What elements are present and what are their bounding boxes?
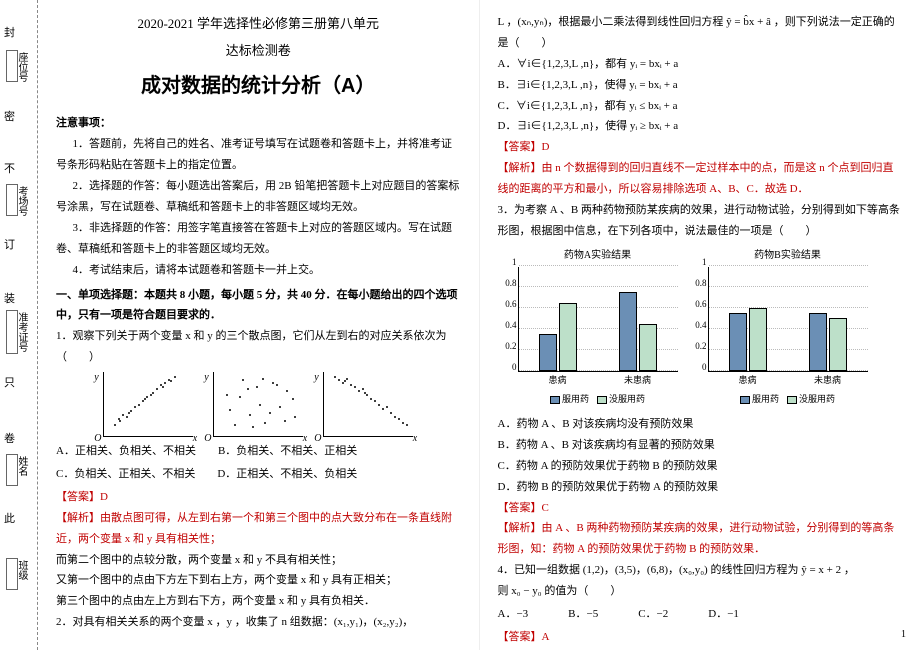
part1-heading: 一、单项选择题：本题共 8 小题，每小题 5 分，共 40 分．在每小题给出的四… — [56, 285, 461, 327]
chart-b-title: 药物B实验结果 — [708, 246, 868, 265]
legend-notused-b: 没服用药 — [799, 394, 835, 404]
chart-a-legend: 服用药 没服用药 — [518, 391, 678, 408]
chart-a-title: 药物A实验结果 — [518, 246, 678, 265]
binding-dash-6: 卷 — [4, 430, 15, 446]
binding-dash-5: 只 — [4, 374, 15, 390]
q2-opt-a: A．∀i∈{1,2,3,L ,n}，都有 yᵢ = bxᵢ + a — [498, 54, 903, 75]
q1-opt-b: B．负相关、不相关、正相关 — [218, 441, 357, 462]
binding-dash-3: 订 — [4, 236, 15, 252]
q3-exp: 【解析】由 A 、B 两种药物预防某疾病的效果，进行动物试验，分别得到的等高条形… — [498, 522, 895, 555]
q2-cont: L ，(xₙ,yₙ)，根据最小二乘法得到线性回归方程 ŷ = b̂x + â ，… — [498, 12, 903, 54]
q1-answer: 【答案】D — [56, 487, 461, 508]
chart-b-x1: 未患病 — [788, 372, 868, 389]
q1-opt-d: D．正相关、不相关、负相关 — [217, 464, 357, 485]
q4-text-b: 则 x₀ − y₀ 的值为（ ） — [498, 581, 903, 602]
q2-opt-d: D．∃i∈{1,2,3,L ,n}，使得 yᵢ ≥ bxᵢ + a — [498, 116, 903, 137]
q4-options: A．−3 B．−5 C．−2 D．−1 — [498, 604, 903, 625]
q1-options-2: C．负相关、正相关、不相关 D．正相关、不相关、负相关 — [56, 464, 461, 485]
chart-a-box: 药物A实验结果 00.20.40.60.81 患病未患病 服用药 没服用药 — [518, 246, 678, 408]
q1-opt-c: C．负相关、正相关、不相关 — [56, 464, 195, 485]
title-line1: 2020-2021 学年选择性必修第三册第八单元 — [56, 12, 461, 37]
notice-heading: 注意事项： — [56, 113, 461, 134]
scatter-1: yOx — [103, 372, 193, 437]
binding-dash-7: 此 — [4, 510, 15, 526]
binding-dash-0: 封 — [4, 24, 15, 40]
binding-box-1 — [6, 184, 18, 216]
column-right: L ，(xₙ,yₙ)，根据最小二乘法得到线性回归方程 ŷ = b̂x + â ，… — [479, 0, 920, 650]
q1-options: A．正相关、负相关、不相关 B．负相关、不相关、正相关 — [56, 441, 461, 462]
q3-answer: 【答案】C — [498, 498, 903, 519]
exam-page: 封 座位号 密 不 考场号 订 装 准考证号 只 卷 姓名 此 班级 2020-… — [0, 0, 920, 650]
q3-opt-b: B．药物 A 、B 对该疾病均有显著的预防效果 — [498, 435, 903, 456]
q4-text: 4．已知一组数据 (1,2)，(3,5)，(6,8)，(x₀,y₀) 的线性回归… — [498, 560, 903, 581]
binding-box-2 — [6, 310, 18, 354]
q4-answer: 【答案】A — [498, 627, 903, 648]
q3-charts: 药物A实验结果 00.20.40.60.81 患病未患病 服用药 没服用药 药物… — [518, 246, 903, 408]
binding-box-3 — [6, 454, 18, 486]
legend-notused: 没服用药 — [609, 394, 645, 404]
q4-opt-d: D．−1 — [708, 604, 739, 625]
notice-3: 3．非选择题的作答：用签字笔直接答在答题卡上对应的答题区域内。写在试题卷、草稿纸… — [56, 218, 461, 260]
scatter-3: yOx — [323, 372, 413, 437]
q1-exp3: 又第一个图中的点由下方左下到右上方，两个变量 x 和 y 具有正相关； — [56, 570, 461, 591]
binding-dash-2: 不 — [4, 160, 15, 176]
q3-text: 3．为考察 A 、B 两种药物预防某疾病的效果，进行动物试验，分别得到如下等高条… — [498, 200, 903, 242]
chart-b-box: 药物B实验结果 00.20.40.60.81 患病未患病 服用药 没服用药 — [708, 246, 868, 408]
q1-scatter-row: yOx yOx yOx — [56, 372, 461, 437]
q2-answer: 【答案】D — [498, 137, 903, 158]
q3-opt-d: D．药物 B 的预防效果优于药物 A 的预防效果 — [498, 477, 903, 498]
q1-opt-a: A．正相关、负相关、不相关 — [56, 441, 196, 462]
q1-exp4: 第三个图中的点由左上方到右下方，两个变量 x 和 y 具有负相关． — [56, 591, 461, 612]
legend-used: 服用药 — [562, 394, 589, 404]
q2-opt-c: C．∀i∈{1,2,3,L ,n}，都有 yᵢ ≤ bxᵢ + a — [498, 96, 903, 117]
chart-a: 00.20.40.60.81 — [518, 267, 678, 372]
q4-opt-a: A．−3 — [498, 604, 529, 625]
title-main: 成对数据的统计分析（A） — [56, 67, 461, 105]
binding-dash-1: 密 — [4, 108, 15, 124]
q1-exp2: 而第二个图中的点较分散，两个变量 x 和 y 不具有相关性； — [56, 550, 461, 571]
binding-dash-4: 装 — [4, 290, 15, 306]
q2-exp: 【解析】由 n 个数据得到的回归直线不一定过样本中的点，而是这 n 个点到回归直… — [498, 162, 894, 195]
page-number: 1 — [901, 625, 906, 644]
q4-opt-c: C．−2 — [638, 604, 668, 625]
chart-b-legend: 服用药 没服用药 — [708, 391, 868, 408]
chart-a-x0: 患病 — [518, 372, 598, 389]
q3-opt-a: A．药物 A 、B 对该疾病均没有预防效果 — [498, 414, 903, 435]
chart-a-x1: 未患病 — [598, 372, 678, 389]
column-left: 2020-2021 学年选择性必修第三册第八单元 达标检测卷 成对数据的统计分析… — [38, 0, 479, 650]
chart-b: 00.20.40.60.81 — [708, 267, 868, 372]
notice-4: 4．考试结束后，请将本试题卷和答题卡一并上交。 — [56, 260, 461, 281]
q3-opt-c: C．药物 A 的预防效果优于药物 B 的预防效果 — [498, 456, 903, 477]
chart-b-x0: 患病 — [708, 372, 788, 389]
binding-box-4 — [6, 558, 18, 590]
legend-used-b: 服用药 — [752, 394, 779, 404]
notice-1: 1．答题前，先将自己的姓名、准考证号填写在试题卷和答题卡上，并将准考证号条形码粘… — [56, 134, 461, 176]
q1-text: 1．观察下列关于两个变量 x 和 y 的三个散点图，它们从左到右的对应关系依次为… — [56, 326, 461, 368]
notice-2: 2．选择题的作答：每小题选出答案后，用 2B 铅笔把答题卡上对应题目的答案标号涂… — [56, 176, 461, 218]
q2-opt-b: B．∃i∈{1,2,3,L ,n}，使得 yᵢ = bxᵢ + a — [498, 75, 903, 96]
binding-margin: 封 座位号 密 不 考场号 订 装 准考证号 只 卷 姓名 此 班级 — [0, 0, 38, 650]
scatter-2: yOx — [213, 372, 303, 437]
q2-text: 2．对具有相关关系的两个变量 x ，y ，收集了 n 组数据：(x₁,y₁)，(… — [56, 612, 461, 633]
q1-exp: 【解析】由散点图可得，从左到右第一个和第三个图中的点大致分布在一条直线附近，两个… — [56, 512, 452, 545]
title-line2: 达标检测卷 — [56, 39, 461, 64]
binding-box-0 — [6, 50, 18, 82]
q4-opt-b: B．−5 — [568, 604, 598, 625]
